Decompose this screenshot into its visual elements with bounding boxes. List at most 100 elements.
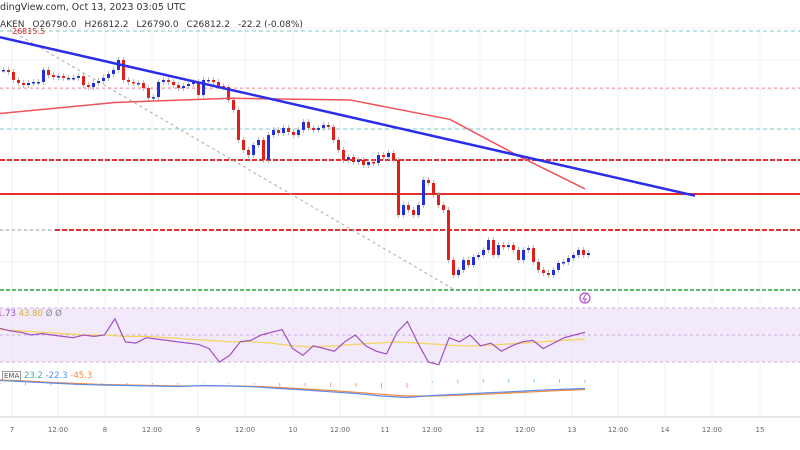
candle [417, 205, 420, 216]
macd-legend: EMA 23.2 -22.3 -45.3 [2, 371, 92, 381]
candle [252, 145, 255, 156]
candle [32, 81, 35, 84]
candle [262, 139, 265, 160]
candle [22, 83, 25, 86]
rsi-legend: 1.73 43.80 Ø Ø [0, 309, 62, 319]
symbol: AKEN [0, 20, 25, 30]
candle [107, 74, 110, 78]
change-value: -22.2 (-0.08%) [237, 20, 303, 30]
candle [72, 77, 75, 80]
candle [437, 195, 440, 206]
candle [372, 161, 375, 164]
candle [157, 81, 160, 98]
candle [147, 88, 150, 98]
macd-hist-value: 23.2 [23, 371, 43, 381]
rsi-extra-1: Ø [45, 309, 53, 319]
time-axis-tick: 15 [756, 426, 765, 434]
macd-panel [0, 379, 586, 399]
candle [267, 135, 270, 160]
ohlc-legend: AKEN O26790.0 H26812.2 L26790.0 C26812.2… [0, 20, 308, 30]
candle [337, 139, 340, 150]
candle [347, 157, 350, 160]
time-axis-tick: 10 [289, 426, 298, 434]
candle [67, 77, 70, 80]
time-axis-tick: 12 [476, 426, 485, 434]
macd-line [0, 379, 586, 399]
candle [422, 179, 425, 206]
candle [562, 261, 565, 264]
candle [172, 81, 175, 86]
time-axis-tick: 8 [103, 426, 107, 434]
candle [427, 179, 430, 183]
candle [92, 83, 95, 88]
candle [152, 97, 155, 99]
candle [77, 76, 80, 78]
candle [552, 269, 555, 276]
candle [212, 79, 215, 82]
candle [307, 121, 310, 128]
macd-value: -22.3 [45, 371, 68, 381]
time-axis-tick: 12:00 [48, 426, 68, 434]
candle [402, 205, 405, 216]
candle [37, 81, 40, 84]
candle [537, 261, 540, 270]
candle [467, 259, 470, 266]
candle [527, 248, 530, 250]
candle [42, 69, 45, 82]
candle [377, 155, 380, 163]
candle [177, 85, 180, 89]
low-value: L26790.0 [136, 20, 179, 30]
candle [447, 209, 450, 260]
rsi-line [0, 317, 586, 366]
candle [52, 75, 55, 78]
candle [557, 263, 560, 270]
candle [512, 245, 515, 250]
candle [392, 153, 395, 160]
candle [547, 273, 550, 276]
candle [247, 149, 250, 156]
alert-icon[interactable] [579, 292, 591, 304]
bearish-trendline [0, 36, 696, 197]
candle [102, 77, 105, 81]
candle [502, 245, 505, 248]
candle [287, 127, 290, 132]
candle [257, 139, 260, 146]
candle [7, 69, 10, 72]
candle [472, 257, 475, 266]
candle [242, 139, 245, 150]
candle [332, 127, 335, 140]
candle [272, 129, 275, 136]
candle [362, 159, 365, 166]
candle [522, 249, 525, 260]
time-axis-tick: 12:00 [422, 426, 442, 434]
candle [457, 269, 460, 276]
candle [47, 69, 50, 76]
candle [357, 159, 360, 162]
rsi-value: 1.73 [0, 309, 16, 319]
candle [462, 259, 465, 270]
candle [12, 71, 15, 80]
candle [132, 81, 135, 84]
candle [192, 81, 195, 85]
candle [517, 249, 520, 260]
candle [497, 245, 500, 256]
candle [227, 87, 230, 100]
candle [17, 79, 20, 83]
candle [27, 83, 30, 86]
candle [162, 79, 165, 82]
time-axis-tick: 12:00 [515, 426, 535, 434]
candle [237, 109, 240, 140]
candle [282, 127, 285, 133]
macd-label: EMA [2, 371, 22, 381]
candle [277, 129, 280, 133]
time-axis-tick: 7 [10, 426, 14, 434]
candle [567, 258, 570, 262]
open-value: O26790.0 [32, 20, 77, 30]
overlays [0, 36, 696, 197]
high-value: H26812.2 [84, 20, 129, 30]
candle [97, 80, 100, 83]
candle [432, 183, 435, 196]
time-axis-tick: 12:00 [330, 426, 350, 434]
candle [352, 157, 355, 162]
